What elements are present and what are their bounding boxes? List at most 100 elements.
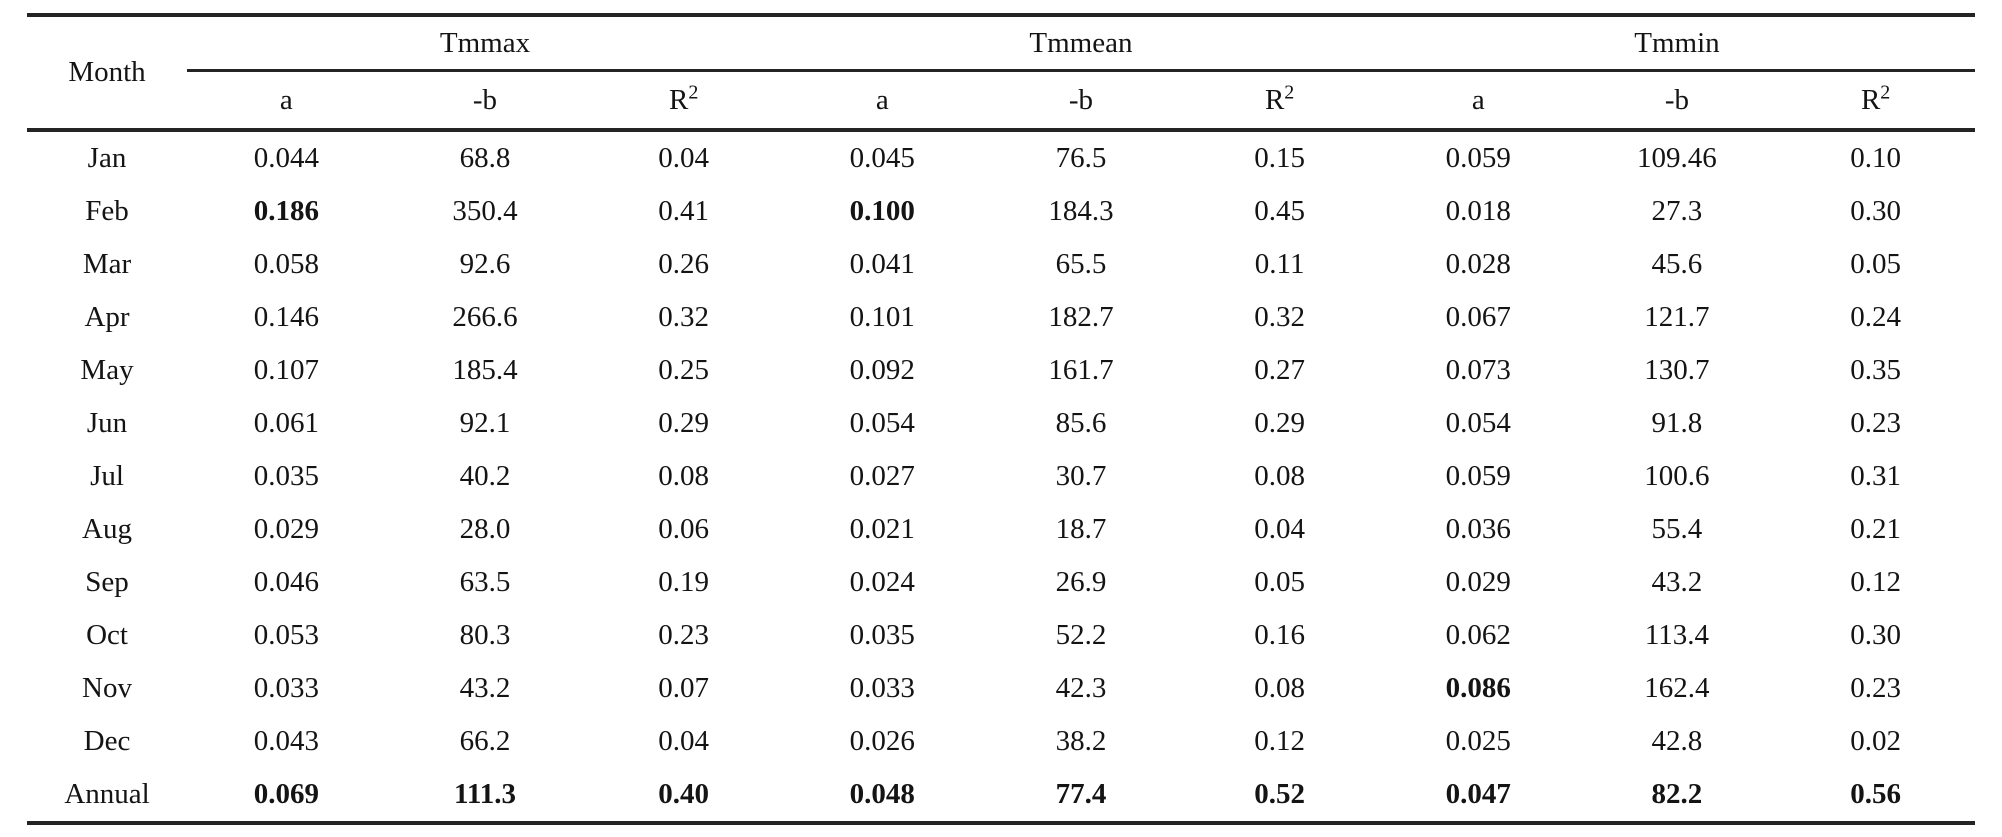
value-cell: 0.043 — [253, 725, 319, 757]
value-cell: 0.30 — [1850, 619, 1901, 651]
value-cell: 0.059 — [1445, 460, 1511, 492]
value-cell: 0.067 — [1445, 301, 1511, 333]
group-header-tmmin: Tmmin — [1378, 15, 1975, 72]
value-cell: 130.7 — [1644, 354, 1710, 386]
r-base: R — [1264, 83, 1285, 116]
value-cell: 55.4 — [1651, 513, 1703, 545]
value-cell: 0.033 — [253, 672, 319, 704]
value-cell: 0.027 — [849, 460, 915, 492]
month-label: Nov — [82, 672, 132, 704]
value-cell: 161.7 — [1048, 354, 1114, 386]
value-cell: 52.2 — [1055, 619, 1107, 651]
r-exponent: 2 — [1284, 80, 1295, 103]
value-cell: 82.2 — [1651, 778, 1703, 810]
value-cell: 0.018 — [1445, 195, 1511, 227]
value-cell: 27.3 — [1651, 195, 1703, 227]
value-cell: 68.8 — [459, 142, 511, 174]
value-cell: 91.8 — [1651, 407, 1703, 439]
value-cell: 0.05 — [1850, 248, 1901, 280]
table-row: Apr 0.146 266.6 0.32 0.101 182.7 0.32 0.067 1… — [27, 291, 1975, 344]
month-label: Feb — [85, 195, 129, 227]
value-cell: 0.04 — [658, 142, 710, 174]
r-base: R — [1860, 83, 1881, 116]
group-header-tmmean: Tmmean — [782, 15, 1379, 72]
value-cell: 0.10 — [1850, 142, 1901, 174]
regression-coefficients-table: Month Tmmax Tmmean Tmmin a -b R2 a -b R2… — [27, 13, 1975, 825]
value-cell: 18.7 — [1055, 513, 1107, 545]
r-base: R — [668, 83, 689, 116]
value-cell: 0.11 — [1254, 248, 1305, 280]
value-cell: 0.23 — [1850, 672, 1901, 704]
value-cell: 42.3 — [1055, 672, 1107, 704]
month-label: Jul — [90, 460, 124, 492]
value-cell: 38.2 — [1055, 725, 1107, 757]
value-cell: 266.6 — [452, 301, 518, 333]
value-cell: 0.059 — [1445, 142, 1511, 174]
month-label: May — [80, 354, 134, 386]
group-header-row: Month Tmmax Tmmean Tmmin — [27, 15, 1975, 132]
value-cell: 0.086 — [1445, 672, 1511, 704]
value-cell: 113.4 — [1644, 619, 1710, 651]
value-cell: 0.12 — [1850, 566, 1901, 598]
r-exponent: 2 — [1880, 80, 1891, 103]
value-cell: 0.186 — [253, 195, 319, 227]
sub-header-r2: R2 — [1180, 70, 1379, 132]
value-cell: 30.7 — [1055, 460, 1107, 492]
table-row: Jan 0.044 68.8 0.04 0.045 76.5 0.15 0.059 109… — [27, 130, 1975, 185]
value-cell: 0.061 — [253, 407, 319, 439]
table-row: Jul 0.035 40.2 0.08 0.027 30.7 0.08 0.059 100… — [27, 450, 1975, 503]
month-label: Annual — [64, 778, 150, 810]
table-row: Mar 0.058 92.6 0.26 0.041 65.5 0.11 0.028 45.… — [27, 238, 1975, 291]
value-cell: 92.1 — [459, 407, 511, 439]
value-cell: 0.048 — [849, 778, 915, 810]
value-cell: 0.32 — [1254, 301, 1305, 333]
value-cell: 65.5 — [1055, 248, 1107, 280]
value-cell: 43.2 — [1651, 566, 1703, 598]
value-cell: 0.32 — [658, 301, 710, 333]
value-cell: 0.25 — [658, 354, 710, 386]
value-cell: 80.3 — [459, 619, 511, 651]
value-cell: 0.026 — [849, 725, 915, 757]
value-cell: 182.7 — [1048, 301, 1114, 333]
sub-header-r2: R2 — [584, 70, 783, 132]
r-exponent: 2 — [688, 80, 699, 103]
table-row: Dec 0.043 66.2 0.04 0.026 38.2 0.12 0.025 42.… — [27, 715, 1975, 768]
sub-header-b: -b — [1577, 70, 1777, 132]
value-cell: 0.101 — [849, 301, 915, 333]
month-label: Apr — [84, 301, 130, 333]
sub-header-a: a — [1378, 70, 1578, 132]
value-cell: 0.05 — [1254, 566, 1305, 598]
value-cell: 0.062 — [1445, 619, 1511, 651]
table-row: Oct 0.053 80.3 0.23 0.035 52.2 0.16 0.062 113… — [27, 609, 1975, 662]
value-cell: 0.069 — [253, 778, 319, 810]
value-cell: 0.04 — [658, 725, 710, 757]
value-cell: 162.4 — [1644, 672, 1710, 704]
value-cell: 0.107 — [253, 354, 319, 386]
value-cell: 0.092 — [849, 354, 915, 386]
value-cell: 0.27 — [1254, 354, 1305, 386]
value-cell: 0.04 — [1254, 513, 1305, 545]
value-cell: 45.6 — [1651, 248, 1703, 280]
sub-header-b: -b — [385, 70, 585, 132]
value-cell: 0.41 — [658, 195, 710, 227]
value-cell: 0.036 — [1445, 513, 1511, 545]
value-cell: 0.100 — [849, 195, 915, 227]
value-cell: 0.035 — [849, 619, 915, 651]
value-cell: 28.0 — [459, 513, 511, 545]
month-label: Aug — [82, 513, 132, 545]
value-cell: 184.3 — [1048, 195, 1114, 227]
value-cell: 0.16 — [1254, 619, 1305, 651]
value-cell: 0.054 — [1445, 407, 1511, 439]
value-cell: 0.30 — [1850, 195, 1901, 227]
month-label: Jan — [87, 142, 127, 174]
value-cell: 0.073 — [1445, 354, 1511, 386]
value-cell: 0.146 — [253, 301, 319, 333]
month-label: Mar — [82, 248, 132, 280]
value-cell: 0.29 — [658, 407, 710, 439]
value-cell: 0.35 — [1850, 354, 1901, 386]
value-cell: 0.21 — [1850, 513, 1901, 545]
value-cell: 0.041 — [849, 248, 915, 280]
table-row: Nov 0.033 43.2 0.07 0.033 42.3 0.08 0.086 162… — [27, 662, 1975, 715]
value-cell: 0.07 — [658, 672, 710, 704]
month-column-header: Month — [27, 15, 187, 132]
